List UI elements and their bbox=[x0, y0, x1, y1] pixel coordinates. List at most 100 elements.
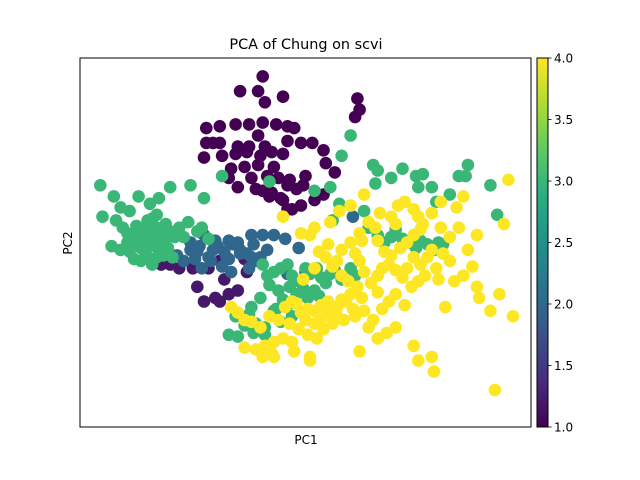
data-point bbox=[215, 260, 229, 273]
data-point bbox=[200, 136, 213, 150]
data-point bbox=[263, 310, 276, 323]
data-point bbox=[398, 298, 412, 312]
data-point bbox=[351, 92, 364, 105]
data-point bbox=[502, 173, 515, 187]
data-point bbox=[407, 228, 421, 242]
data-point bbox=[328, 166, 342, 179]
data-point bbox=[330, 254, 344, 268]
colorbar-tick-label: 1.5 bbox=[554, 359, 573, 373]
y-axis-label: PC2 bbox=[61, 231, 75, 254]
data-point bbox=[251, 158, 265, 172]
data-point bbox=[439, 300, 452, 314]
data-point bbox=[432, 273, 445, 286]
data-point bbox=[373, 206, 387, 220]
colorbar-tick-label: 3.0 bbox=[554, 174, 573, 188]
data-point bbox=[145, 228, 159, 242]
data-point bbox=[452, 221, 466, 234]
data-point bbox=[400, 262, 414, 275]
data-point bbox=[348, 310, 362, 323]
data-point bbox=[242, 262, 256, 275]
data-point bbox=[321, 238, 335, 251]
data-point bbox=[344, 129, 357, 142]
data-point bbox=[197, 191, 211, 205]
data-point bbox=[425, 350, 439, 364]
data-point bbox=[470, 228, 484, 242]
data-point bbox=[281, 134, 294, 148]
data-point bbox=[292, 241, 306, 255]
data-point bbox=[296, 282, 310, 295]
data-point bbox=[466, 260, 479, 273]
data-point bbox=[181, 215, 195, 229]
colorbar-tick-label: 2.0 bbox=[554, 297, 573, 311]
data-point bbox=[256, 116, 270, 129]
data-point bbox=[493, 287, 506, 301]
colorbar-tick-label: 2.5 bbox=[554, 236, 573, 250]
data-point bbox=[256, 258, 270, 271]
data-point bbox=[384, 171, 398, 185]
plot-frame bbox=[79, 57, 532, 428]
data-point bbox=[150, 208, 163, 222]
data-point bbox=[285, 335, 299, 349]
data-point bbox=[197, 295, 211, 308]
data-point bbox=[269, 118, 283, 131]
data-point bbox=[371, 234, 385, 247]
data-point bbox=[105, 239, 118, 253]
data-point bbox=[348, 110, 362, 124]
colorbar-ticks: 1.0 1.5 2.0 2.5 3.0 3.5 4.0 bbox=[548, 51, 573, 434]
colorbar: 1.0 1.5 2.0 2.5 3.0 3.5 4.0 bbox=[536, 51, 573, 434]
data-point bbox=[195, 262, 209, 275]
data-point bbox=[430, 262, 443, 275]
data-point bbox=[324, 215, 337, 229]
data-point bbox=[159, 232, 172, 246]
data-point bbox=[484, 304, 497, 318]
data-point bbox=[443, 254, 457, 268]
data-point bbox=[265, 145, 279, 159]
data-point bbox=[425, 180, 439, 194]
colorbar-tick-label: 3.5 bbox=[554, 113, 573, 127]
data-point bbox=[308, 193, 321, 207]
data-point bbox=[143, 197, 157, 211]
data-point bbox=[355, 291, 369, 305]
data-point bbox=[294, 136, 308, 150]
data-point bbox=[163, 180, 177, 194]
data-point bbox=[265, 186, 279, 199]
data-point bbox=[396, 162, 409, 175]
data-point bbox=[166, 250, 179, 264]
data-point bbox=[303, 354, 317, 367]
data-point bbox=[407, 339, 421, 353]
data-point bbox=[276, 147, 290, 161]
data-point bbox=[357, 204, 371, 218]
data-point bbox=[344, 236, 357, 249]
data-point bbox=[287, 121, 301, 135]
data-point bbox=[231, 180, 245, 194]
data-point bbox=[418, 269, 432, 283]
data-point bbox=[276, 210, 290, 223]
data-point bbox=[276, 90, 290, 103]
data-point bbox=[238, 341, 251, 355]
data-point bbox=[254, 321, 267, 334]
data-point bbox=[184, 179, 197, 192]
series-2-0 bbox=[170, 210, 360, 281]
data-point bbox=[229, 147, 242, 161]
data-point bbox=[263, 175, 276, 188]
data-point bbox=[296, 179, 310, 192]
data-point bbox=[382, 295, 396, 308]
data-point bbox=[301, 302, 315, 316]
data-point bbox=[260, 243, 274, 257]
data-point bbox=[177, 230, 190, 244]
data-point bbox=[319, 156, 333, 170]
data-point bbox=[204, 254, 218, 268]
data-point bbox=[412, 180, 425, 194]
data-point bbox=[427, 365, 441, 378]
data-point bbox=[443, 230, 457, 244]
data-point bbox=[256, 350, 270, 364]
data-point bbox=[177, 254, 190, 268]
data-point bbox=[369, 221, 382, 234]
data-point bbox=[380, 326, 394, 340]
data-point bbox=[132, 221, 145, 234]
data-point bbox=[461, 243, 475, 257]
data-point bbox=[443, 188, 457, 201]
data-point bbox=[292, 322, 306, 336]
data-point bbox=[263, 278, 276, 292]
data-point bbox=[434, 195, 448, 209]
